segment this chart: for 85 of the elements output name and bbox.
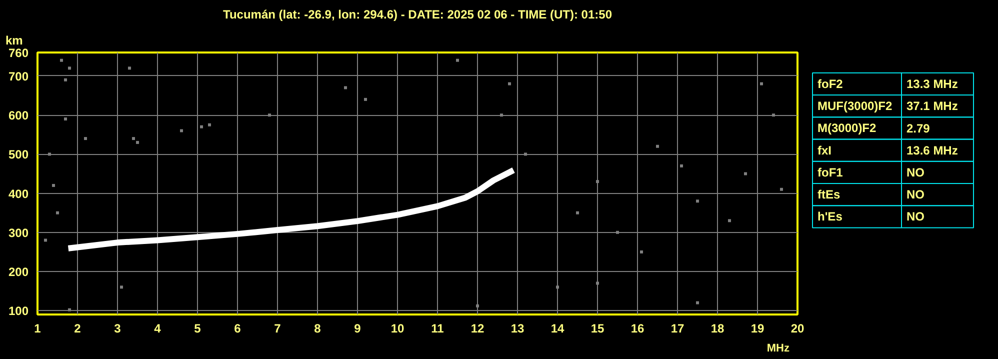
point (208, 123, 211, 126)
x-tick-label: 10 (390, 322, 404, 336)
point (760, 82, 763, 86)
x-tick-label: 13 (510, 322, 524, 336)
point (344, 86, 347, 90)
point (180, 129, 183, 132)
y-tick-label: 700 (8, 69, 29, 84)
y-tick-label: 200 (8, 264, 29, 279)
text: NO (906, 188, 924, 202)
point (68, 66, 71, 70)
point (476, 304, 479, 308)
point (508, 82, 511, 86)
y-tick-label: 300 (8, 226, 29, 240)
point (364, 98, 367, 101)
x-tick-label: 19 (750, 322, 764, 336)
point (128, 66, 131, 70)
point (556, 286, 559, 289)
y-tick-label: 500 (8, 148, 29, 162)
point (728, 219, 731, 222)
x-tick-label: 11 (431, 322, 444, 336)
text: 37.1 MHz (906, 99, 958, 114)
text: 2.79 (906, 122, 930, 136)
category-label: M(3000)F2 (818, 121, 877, 136)
point (64, 78, 67, 82)
point (772, 114, 775, 117)
x-tick-label: 7 (274, 322, 282, 336)
point (524, 152, 527, 156)
y-tick-label: 400 (8, 186, 29, 201)
point (780, 188, 783, 191)
point (60, 58, 63, 62)
point (136, 140, 139, 144)
y-tick-label: 600 (8, 108, 29, 123)
y-tick-label: 760 (8, 46, 29, 60)
category-label: foF2 (818, 76, 844, 91)
x-tick-label: 18 (710, 322, 724, 336)
category-label: ftEs (818, 188, 840, 202)
point (200, 125, 203, 128)
x-tick-label: 1 (34, 322, 42, 336)
x-tick-label: 16 (630, 322, 644, 336)
text: NO (906, 210, 924, 224)
point (68, 308, 71, 312)
x-axis-title: MHz (766, 342, 790, 354)
chart-title: Tucumán (lat: -26.9, lon: 294.6) - DATE: 2025 02 06 - TIME (UT): 01:50 (223, 8, 612, 22)
point (44, 238, 47, 242)
x-tick-label: 2 (74, 322, 82, 336)
point (132, 137, 135, 140)
category-label: fxI (818, 143, 832, 158)
category-label: MUF(3000)F2 (818, 99, 893, 114)
x-tick-label: 20 (790, 322, 804, 336)
point (680, 164, 683, 168)
x-tick-label: 12 (470, 322, 484, 336)
x-tick-label: 5 (194, 322, 202, 336)
text: 13.6 MHz (906, 143, 958, 158)
point (576, 211, 579, 214)
x-tick-label: 14 (550, 322, 564, 336)
x-tick-label: 15 (590, 322, 604, 336)
x-tick-label: 4 (154, 322, 162, 336)
y-axis-title: km (6, 34, 23, 48)
x-tick-label: 6 (234, 322, 242, 336)
category-label: h'Es (818, 210, 843, 224)
point (84, 137, 87, 140)
point (696, 200, 699, 203)
text: 13.3 MHz (906, 76, 958, 91)
point (696, 301, 699, 304)
point (656, 144, 659, 148)
point (456, 58, 459, 62)
point (744, 172, 747, 176)
point (48, 152, 51, 156)
x-tick-label: 17 (670, 322, 684, 336)
y-tick-label: 100 (8, 304, 29, 318)
point (120, 286, 123, 289)
point (64, 117, 67, 120)
point (616, 230, 619, 234)
point (596, 282, 599, 285)
category-label: foF1 (818, 165, 844, 180)
x-tick-label: 3 (114, 322, 122, 336)
x-tick-label: 8 (314, 322, 322, 336)
point (500, 114, 503, 117)
point (640, 250, 643, 254)
point (56, 211, 59, 214)
x-tick-label: 9 (354, 322, 362, 336)
text: NO (906, 165, 924, 180)
point (52, 184, 55, 187)
point (596, 180, 599, 184)
point (268, 114, 271, 117)
